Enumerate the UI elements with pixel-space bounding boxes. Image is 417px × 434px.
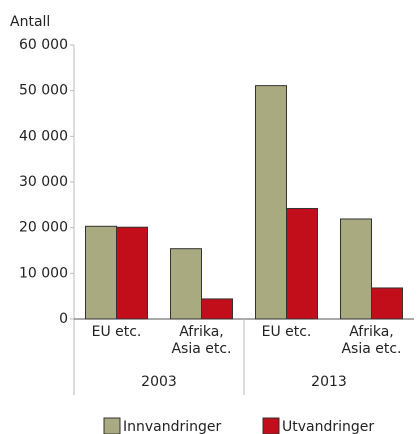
y-tick-label: 20 000 (19, 220, 68, 236)
group-label: 2003 (141, 374, 177, 390)
y-tick-label: 10 000 (19, 265, 68, 281)
y-tick-label: 60 000 (19, 37, 68, 53)
y-tick-label: 50 000 (19, 83, 68, 99)
bar (371, 287, 403, 320)
x-tick-label: Afrika, Asia etc. (171, 324, 232, 357)
group-label: 2013 (311, 374, 347, 390)
legend-label: Innvandringer (123, 419, 222, 434)
bar (340, 218, 372, 320)
bar (201, 298, 233, 320)
legend-label: Utvandringer (282, 419, 374, 434)
bar (255, 85, 287, 320)
legend-swatch (262, 417, 280, 434)
bar (286, 207, 318, 320)
y-axis-label: Antall (10, 14, 50, 30)
y-tick-label: 0 (59, 311, 68, 327)
y-tick-label: 40 000 (19, 128, 68, 144)
x-tick-label: Afrika, Asia etc. (341, 324, 402, 357)
legend-swatch (103, 417, 121, 434)
x-tick-label: EU etc. (91, 324, 142, 340)
y-tick-label: 30 000 (19, 174, 68, 190)
bar (85, 225, 117, 320)
x-tick-label: EU etc. (261, 324, 312, 340)
bar (170, 248, 202, 320)
bar (116, 226, 148, 320)
